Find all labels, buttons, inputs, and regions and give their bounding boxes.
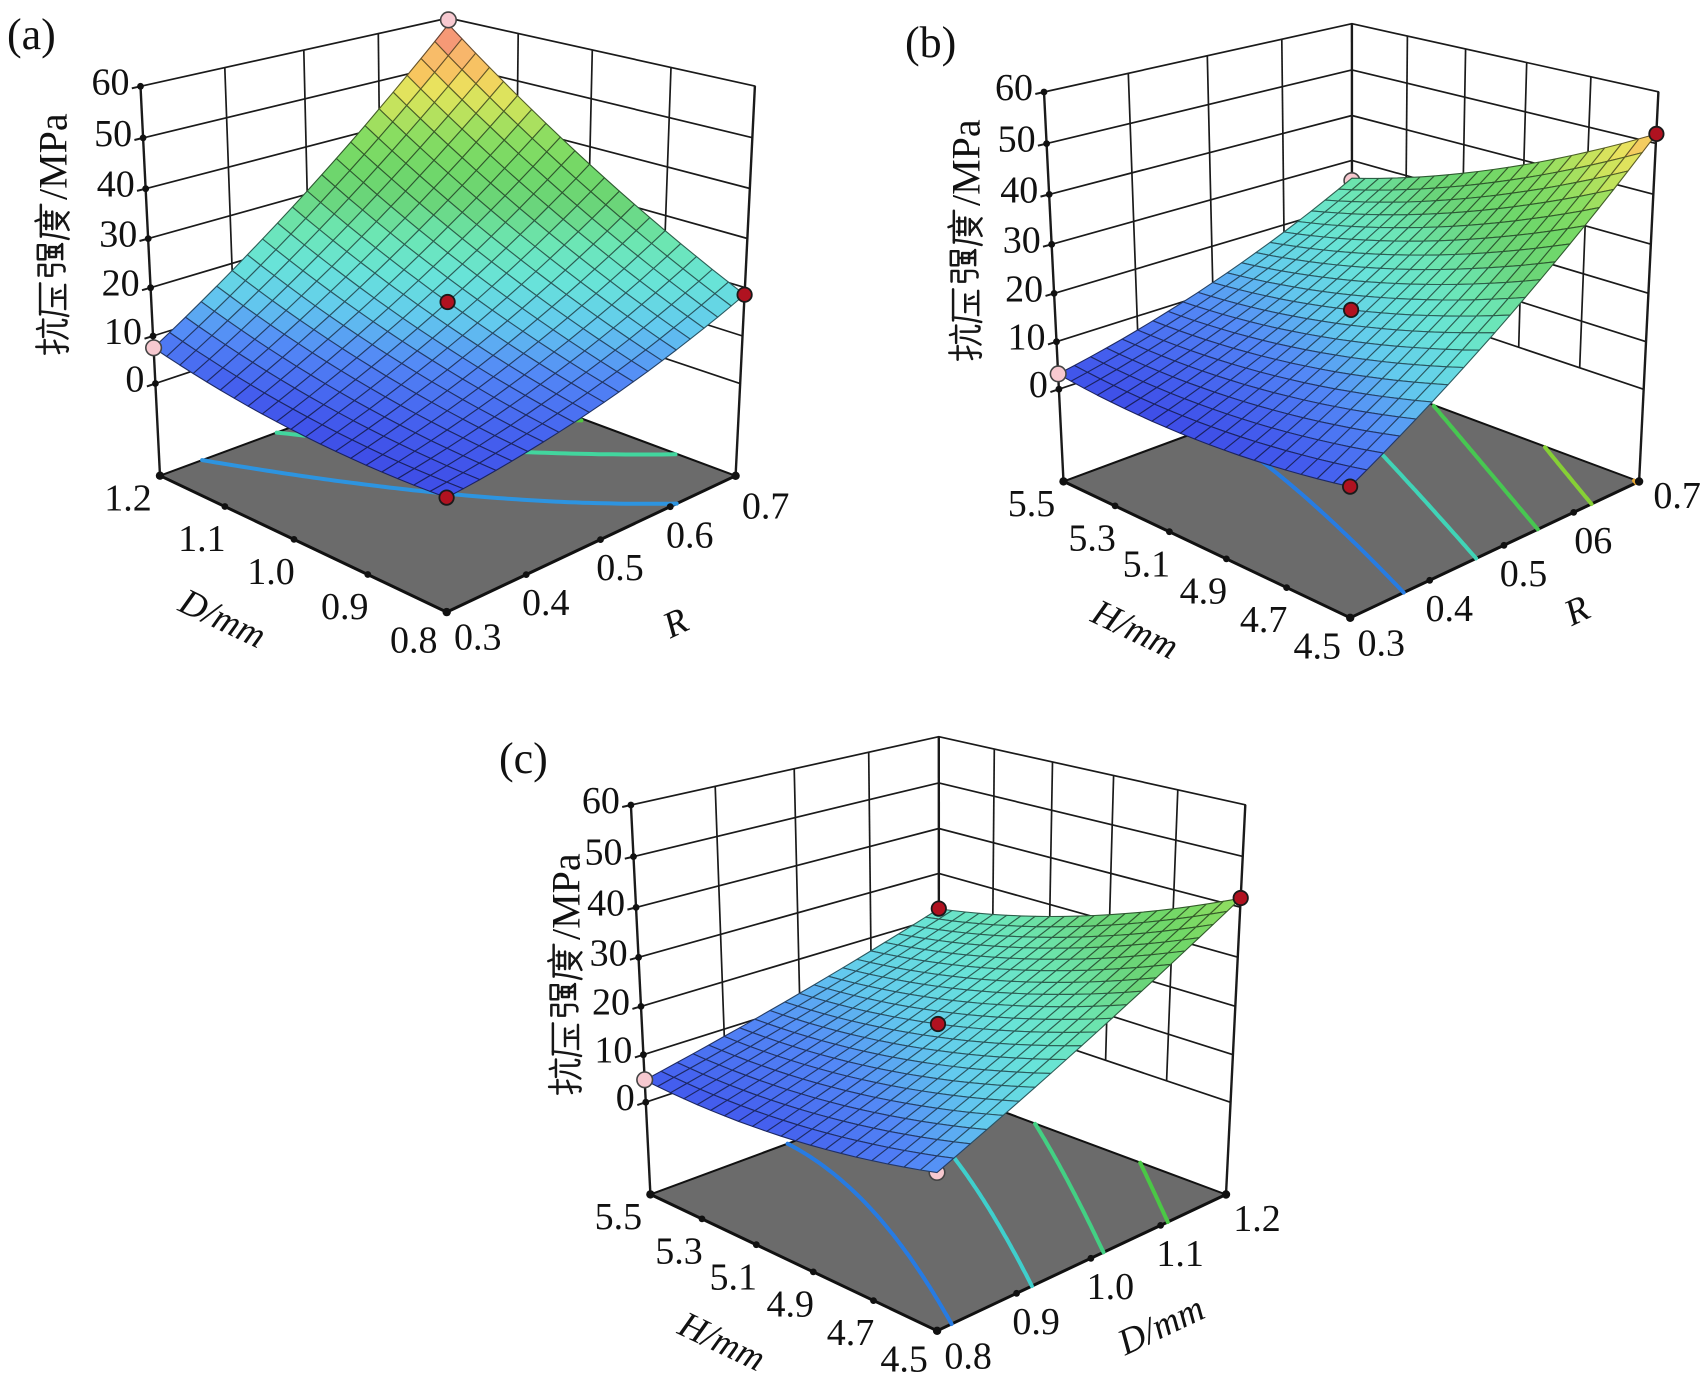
svg-text:5.3: 5.3	[655, 1231, 703, 1273]
svg-text:4.9: 4.9	[767, 1284, 815, 1326]
svg-text:30: 30	[99, 214, 137, 256]
svg-text:30: 30	[1003, 219, 1041, 261]
svg-text:50: 50	[585, 832, 623, 874]
svg-text:40: 40	[1000, 169, 1038, 211]
svg-text:30: 30	[590, 932, 628, 974]
svg-text:50: 50	[998, 119, 1036, 161]
svg-text:10: 10	[1008, 317, 1046, 359]
svg-text:0.4: 0.4	[522, 582, 570, 624]
svg-text:20: 20	[102, 263, 140, 305]
svg-text:0.5: 0.5	[1500, 553, 1548, 595]
svg-text:60: 60	[995, 67, 1033, 109]
svg-text:0: 0	[616, 1077, 635, 1119]
svg-text:10: 10	[104, 311, 142, 353]
svg-text:40: 40	[97, 164, 135, 206]
svg-text:5.1: 5.1	[710, 1256, 758, 1298]
svg-text:0.3: 0.3	[1357, 622, 1405, 664]
svg-text:1.2: 1.2	[104, 477, 152, 519]
svg-text:/MPa: /MPa	[543, 853, 588, 940]
svg-text:1.1: 1.1	[178, 518, 226, 560]
svg-text:40: 40	[587, 882, 625, 924]
svg-text:50: 50	[94, 113, 132, 155]
svg-text:1.0: 1.0	[247, 551, 295, 593]
svg-text:1.2: 1.2	[1233, 1198, 1281, 1240]
svg-text:06: 06	[1574, 520, 1612, 562]
svg-text:4.7: 4.7	[827, 1312, 875, 1354]
svg-text:(c): (c)	[499, 734, 548, 783]
svg-text:0.8: 0.8	[390, 620, 438, 662]
svg-text:0.3: 0.3	[454, 617, 502, 659]
svg-text:0.9: 0.9	[321, 586, 369, 628]
svg-text:20: 20	[1005, 268, 1043, 310]
svg-text:0.7: 0.7	[742, 485, 790, 527]
svg-text:4.5: 4.5	[880, 1338, 928, 1380]
svg-text:20: 20	[592, 981, 630, 1023]
svg-text:(b): (b)	[905, 18, 956, 67]
svg-text:4.9: 4.9	[1180, 571, 1228, 613]
svg-text:/MPa: /MPa	[944, 119, 989, 206]
svg-text:5.5: 5.5	[1008, 483, 1056, 525]
svg-text:0.8: 0.8	[944, 1335, 992, 1377]
svg-text:5.5: 5.5	[595, 1196, 643, 1238]
svg-text:0.5: 0.5	[596, 547, 644, 589]
svg-text:0.4: 0.4	[1425, 588, 1473, 630]
svg-text:0.7: 0.7	[1653, 475, 1701, 517]
svg-text:0.6: 0.6	[666, 514, 714, 556]
svg-text:0: 0	[1029, 364, 1048, 406]
svg-text:60: 60	[582, 780, 620, 822]
svg-text:5.3: 5.3	[1068, 518, 1116, 560]
svg-text:10: 10	[594, 1030, 632, 1072]
svg-text:5.1: 5.1	[1123, 543, 1171, 585]
svg-text:4.5: 4.5	[1293, 625, 1341, 667]
svg-text:4.7: 4.7	[1240, 599, 1288, 641]
svg-text:1.1: 1.1	[1156, 1233, 1204, 1275]
svg-text:0: 0	[125, 359, 144, 401]
svg-text:0.9: 0.9	[1012, 1301, 1060, 1343]
svg-text:60: 60	[92, 61, 130, 103]
svg-text:1.0: 1.0	[1087, 1266, 1135, 1308]
svg-text:(a): (a)	[7, 10, 56, 59]
svg-text:/MPa: /MPa	[31, 113, 76, 200]
